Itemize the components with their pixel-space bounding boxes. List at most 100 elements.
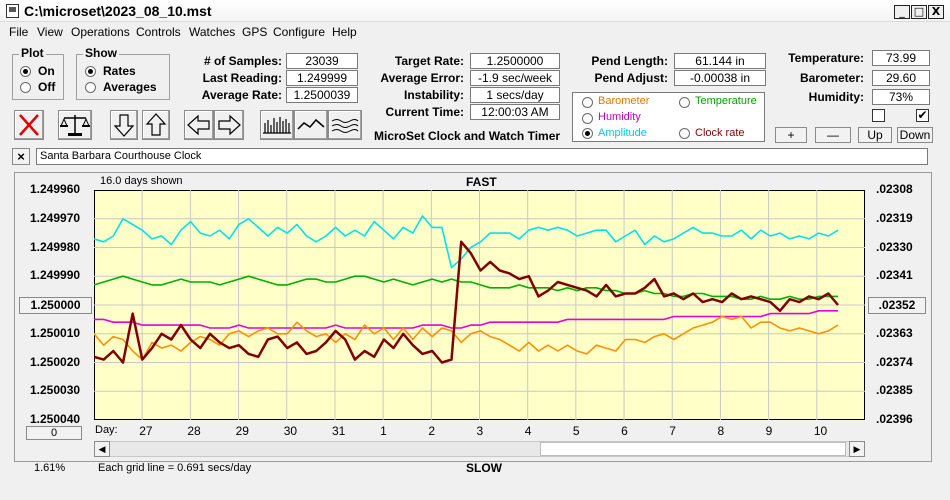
series-line-0 <box>94 215 839 269</box>
aux-barometer-label: Barometer <box>598 95 650 107</box>
balance-scale-icon <box>60 115 90 136</box>
plot-off-label: Off <box>38 80 56 94</box>
samples-label: # of Samples: <box>203 54 282 68</box>
clock-name-field[interactable]: Santa Barbara Courthouse Clock <box>36 148 928 165</box>
current-time-label: Current Time: <box>385 105 464 119</box>
aux-temperature-label: Temperature <box>695 95 757 107</box>
menu-controls[interactable]: Controls <box>136 25 181 39</box>
grid-note: Each grid line = 0.691 secs/day <box>98 462 252 474</box>
aux-humidity-label: Humidity <box>598 111 641 123</box>
maximize-button[interactable]: □ <box>911 5 927 19</box>
show-averages-radio[interactable] <box>85 82 96 93</box>
y-tick-right: .02385 <box>876 383 913 398</box>
aux-amplitude-label: Amplitude <box>598 127 647 139</box>
checkmark-icon: ✔ <box>917 108 928 122</box>
app-caption: MicroSet Clock and Watch Timer <box>374 129 561 143</box>
aux-clockrate-radio[interactable] <box>679 128 690 139</box>
x-tick: 29 <box>235 424 249 438</box>
x-tick: 8 <box>717 424 725 438</box>
samples-field: 23039 <box>286 53 358 69</box>
series-line-2 <box>94 310 838 329</box>
fast-label: FAST <box>466 175 497 189</box>
scale-minus-button[interactable]: — <box>815 127 851 143</box>
menu-view[interactable]: View <box>37 25 63 39</box>
scroll-left-button[interactable]: ◀ <box>94 441 110 457</box>
barometer-field: 29.60 <box>872 70 930 86</box>
down-arrow-button[interactable] <box>110 110 138 140</box>
menu-help[interactable]: Help <box>332 25 357 39</box>
zero-button[interactable]: 0 <box>26 426 82 440</box>
y-tick-right: .02308 <box>876 182 913 196</box>
checkbox-2[interactable]: ✔ <box>916 109 929 122</box>
y-tick-left: 1.250020 <box>30 354 81 369</box>
histogram-button[interactable] <box>260 110 294 140</box>
clear-button[interactable] <box>14 110 44 140</box>
balance-button[interactable] <box>58 110 92 140</box>
x-tick: 28 <box>187 424 201 438</box>
y-tick-left: 1.250030 <box>30 383 81 398</box>
menu-file[interactable]: File <box>9 25 29 39</box>
menu-watches[interactable]: Watches <box>189 25 236 39</box>
y-tick-right: .02396 <box>876 412 913 426</box>
line-plot-icon <box>297 118 325 130</box>
slow-label: SLOW <box>466 461 502 475</box>
x-tick: 4 <box>524 424 532 438</box>
menu-operations[interactable]: Operations <box>71 25 130 39</box>
close-button[interactable]: X <box>928 5 944 19</box>
instability-field: 1 secs/day <box>470 87 560 103</box>
menu-gps[interactable]: GPS <box>242 25 268 39</box>
triangle-right-icon: ▶ <box>853 444 861 454</box>
y-tick-right: .02330 <box>876 239 913 254</box>
scale-plus-button[interactable]: + <box>775 127 807 143</box>
x-tick: 27 <box>139 424 153 438</box>
show-rates-radio[interactable] <box>85 66 96 77</box>
y-tick-left: 1.249980 <box>30 239 81 254</box>
aux-clockrate-label: Clock rate <box>695 127 745 139</box>
menu-bar: File View Operations Controls Watches GP… <box>0 22 950 42</box>
right-arrow-button[interactable] <box>214 110 244 140</box>
plot-off-radio[interactable] <box>20 82 31 93</box>
arrow-left-icon <box>187 114 210 136</box>
scroll-thumb[interactable] <box>540 442 846 456</box>
aux-selector <box>572 92 765 142</box>
plot-on-label: On <box>38 64 55 78</box>
current-time-field: 12:00:03 AM <box>470 104 560 120</box>
aux-amplitude-radio[interactable] <box>582 128 593 139</box>
y-tick-left: 1.250010 <box>30 325 81 340</box>
days-shown-label: 16.0 days shown <box>100 175 183 187</box>
aux-temperature-radio[interactable] <box>679 97 690 108</box>
scale-up-button[interactable]: Up <box>858 127 892 143</box>
y-tick-right: .02374 <box>876 354 913 369</box>
instability-label: Instability: <box>403 88 464 102</box>
right-value-button[interactable]: .02352 <box>868 297 926 314</box>
scale-down-button[interactable]: Down <box>897 127 933 143</box>
aux-barometer-radio[interactable] <box>582 97 593 108</box>
pend-adjust-label: Pend Adjust: <box>594 71 668 85</box>
x-tick: 30 <box>283 424 298 438</box>
x-tick: 6 <box>621 424 628 438</box>
y-tick-right: .02319 <box>876 210 913 225</box>
red-x-icon <box>19 114 39 136</box>
wave-plot-button[interactable] <box>328 110 362 140</box>
x-tick: 3 <box>476 424 484 438</box>
aux-humidity-radio[interactable] <box>582 113 593 124</box>
last-reading-field: 1.249999 <box>286 70 358 86</box>
line-plot-button[interactable] <box>294 110 328 140</box>
minimize-button[interactable]: _ <box>894 5 910 19</box>
percent-label: 1.61% <box>34 462 66 474</box>
rate-chart <box>94 190 865 420</box>
app-icon <box>6 4 19 18</box>
scroll-right-button[interactable]: ▶ <box>849 441 865 457</box>
plot-on-radio[interactable] <box>20 66 31 77</box>
histogram-icon <box>263 117 291 134</box>
left-arrow-button[interactable] <box>184 110 214 140</box>
up-arrow-button[interactable] <box>142 110 170 140</box>
checkbox-1[interactable] <box>872 109 885 122</box>
y-tick-left: 1.249970 <box>30 210 81 225</box>
menu-configure[interactable]: Configure <box>273 25 326 39</box>
clock-close-button[interactable]: × <box>12 148 30 165</box>
pend-length-field: 61.144 in <box>674 53 766 69</box>
y-tick-left: 1.249960 <box>30 182 81 196</box>
pend-adjust-field: -0.00038 in <box>674 70 766 86</box>
center-value-button[interactable]: 1.250000 <box>19 297 92 314</box>
